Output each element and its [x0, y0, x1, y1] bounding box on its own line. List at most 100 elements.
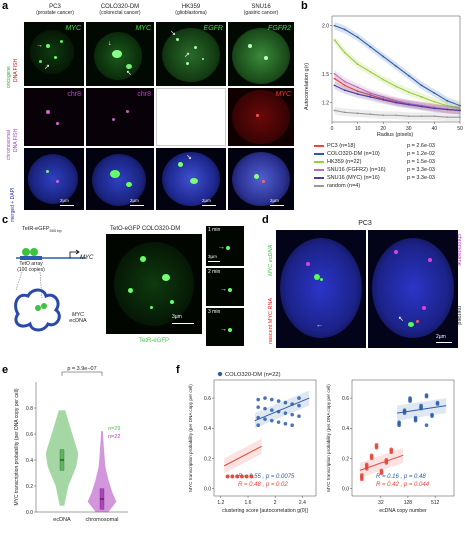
f-point	[276, 399, 281, 403]
d-label-ecdna: MYC ecDNA	[268, 244, 274, 276]
micrograph-snu16-chromosomal: MYC	[228, 88, 294, 146]
c-gene-label: MYC	[80, 255, 94, 261]
f-point	[290, 402, 294, 406]
f-point	[290, 423, 294, 427]
b-series-band	[334, 74, 460, 115]
c-scale-main: 3μm	[172, 314, 182, 320]
panel-label-a: a	[2, 0, 9, 12]
b-series-band	[334, 36, 460, 113]
b-series-point	[407, 74, 410, 77]
b-xtick-label: 20	[380, 126, 386, 132]
micrograph-colo-oncogene: ↓ ↖ MYC	[86, 22, 154, 86]
c-image-label: TetR-eGFP	[138, 338, 169, 344]
tet-construct-diagram	[14, 248, 86, 332]
e-ylabel: MYC transcription probability (per DNA c…	[14, 388, 20, 505]
violin-chart: 0.0 0.2 0.4 0.6 0.8 MYC transcription probabi…	[14, 366, 128, 523]
f-ytick-label: 0.0	[342, 486, 349, 492]
f-point	[297, 403, 301, 408]
b-series-point	[433, 100, 436, 103]
micrograph-snu16-oncogene: FGFR2	[228, 22, 294, 86]
b-series-point	[343, 111, 346, 114]
b-legend-row: PC3 (n=18) p = 2.6e-03	[314, 142, 464, 150]
b-legend-row: COLO320-DM (n=10) p = 1.2e-02	[314, 150, 464, 158]
b-ytick-label: 1.2	[322, 101, 329, 107]
b-series-point	[407, 115, 410, 118]
f-point	[249, 474, 254, 479]
panel-label-b: b	[301, 0, 308, 12]
f-xtick-label: 1.2	[217, 500, 224, 506]
gene-label-colo: MYC	[135, 25, 151, 32]
col-header-snu16: SNU16 (gastric cancer)	[243, 4, 279, 16]
b-ytick-label: 1.5	[322, 72, 329, 78]
b-legend-swatch	[314, 185, 324, 187]
micrograph-tet-3min: 3 min →	[206, 308, 244, 346]
c-time-2: 2 min	[208, 269, 221, 275]
e-ytick-label: 0.0	[26, 510, 33, 516]
b-legend-name: PC3 (n=18)	[327, 143, 356, 149]
scatter-chart-right: 0.0 0.2 0.4 0.6 32 128 512 MYC transcription pr…	[326, 379, 455, 514]
f-point	[389, 447, 394, 452]
f-point	[297, 414, 301, 418]
b-series-point	[382, 55, 385, 58]
f-xtick-label: 1.6	[245, 500, 252, 506]
f-plot-area	[351, 379, 455, 497]
f-point	[283, 411, 288, 415]
f-point	[290, 412, 294, 417]
c-image-title: TetO-eGFP COLO320-DM	[110, 226, 181, 232]
col-header-pc3: PC3 (prostate cancer)	[36, 4, 74, 16]
b-series-point	[433, 92, 436, 94]
panel-label-e: e	[2, 364, 9, 376]
f-point	[256, 405, 260, 409]
b-xtick-label: 0	[331, 126, 334, 132]
row-label-merged: merged + DAPI	[10, 187, 16, 222]
f-point	[230, 474, 235, 479]
b-series-point	[356, 36, 359, 39]
micrograph-colo-chromosomal: chr8	[86, 88, 154, 146]
f-point	[256, 423, 260, 427]
b-series-point	[343, 89, 346, 92]
e-pvalue: p = 3.9e−07	[67, 366, 96, 372]
f-point	[270, 418, 274, 423]
b-legend-swatch	[314, 153, 324, 155]
e-ytick-label: 0.4	[26, 458, 33, 464]
scale-text-a4: 2μm	[270, 198, 279, 203]
f-fit-line	[223, 445, 262, 467]
autocorrelation-chart: 0 10 20 30 40 50 1.2 1.5 2.0	[322, 15, 463, 132]
f-xtick-label: 128	[404, 500, 413, 506]
f-point	[283, 421, 288, 426]
f-point	[263, 417, 267, 421]
f-point	[270, 408, 274, 412]
f-point	[276, 420, 281, 424]
b-legend-name: SNU16 (MYC) (n=16)	[327, 175, 380, 181]
b-xtick-label: 50	[457, 126, 463, 132]
b-xtick-label: 40	[432, 126, 438, 132]
e-category-label: chromosomal	[85, 517, 118, 523]
e-category-label: ecDNA	[53, 517, 71, 523]
e-ytick-label: 0.6	[26, 432, 33, 438]
f-point	[397, 420, 401, 424]
f-point	[424, 393, 429, 397]
micrograph-tet-main: 3μm	[106, 234, 202, 334]
micrograph-colo-merged: 2μm	[86, 148, 154, 210]
f-point	[256, 397, 260, 402]
micrograph-hk359-chromosomal-empty	[156, 88, 226, 146]
f-ytick-label: 0.6	[342, 396, 349, 402]
b-xtick-label: 30	[406, 126, 412, 132]
d-scale: 2μm	[436, 334, 446, 340]
f-ytick-label: 0.2	[342, 456, 349, 462]
e-n-label: n=22	[108, 434, 120, 440]
b-series-point	[333, 72, 336, 75]
f-point	[235, 474, 239, 479]
b-series-point	[420, 96, 423, 98]
b-series-point	[369, 96, 372, 98]
micrograph-pc3-d-left: ←	[276, 230, 366, 348]
b-series-point	[433, 115, 436, 118]
b-series-point	[369, 113, 372, 116]
panel-label-f: f	[176, 364, 180, 376]
b-series-point	[356, 86, 359, 89]
b-series-point	[343, 51, 346, 54]
b-series-point	[369, 92, 372, 94]
f-point	[263, 396, 267, 400]
b-series-point	[420, 105, 423, 108]
c-scale-small: 3μm	[208, 254, 217, 259]
